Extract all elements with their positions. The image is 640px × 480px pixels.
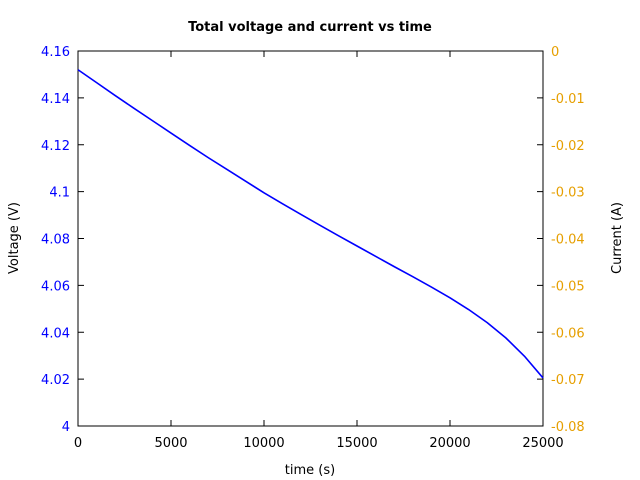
y2-tick-label: -0.02 (551, 139, 585, 154)
plot-frame (77, 50, 544, 427)
x-axis: 0 5000 10000 15000 20000 25000 (74, 51, 564, 451)
y-axis-label: Voltage (V) (7, 202, 22, 274)
x-tick-label: 20000 (429, 436, 470, 451)
y2-axis-label: Current (A) (610, 202, 625, 274)
y-tick-label: 4 (62, 420, 70, 435)
y-tick-label: 4.04 (41, 326, 70, 341)
y-tick-label: 4.14 (41, 92, 70, 107)
y-tick-label: 4.08 (41, 233, 70, 248)
x-tick-label: 15000 (336, 436, 377, 451)
y2-tick-label: -0.01 (551, 92, 585, 107)
y2-tick-label: -0.05 (551, 279, 585, 294)
y-tick-label: 4.06 (41, 279, 70, 294)
x-tick-label: 25000 (522, 436, 563, 451)
y-axis-left: 4 4.02 4.04 4.06 4.08 4.1 4.12 4.14 4.16 (41, 45, 84, 435)
y-axis-right: -0.08 -0.07 -0.06 -0.05 -0.04 -0.03 -0.02 -0.01… (537, 45, 585, 435)
y-tick-label: 4.16 (41, 45, 70, 60)
x-tick-label: 0 (74, 436, 82, 451)
series-layer (77, 69, 544, 379)
y2-tick-label: -0.06 (551, 326, 585, 341)
y-tick-label: 4.02 (41, 373, 70, 388)
y2-tick-label: 0 (551, 45, 559, 60)
y2-tick-label: -0.04 (551, 233, 585, 248)
x-axis-label: time (s) (285, 463, 335, 478)
voltage-line (77, 69, 544, 379)
y2-tick-label: -0.08 (551, 420, 585, 435)
x-tick-label: 10000 (243, 436, 284, 451)
chart-title: Total voltage and current vs time (188, 20, 432, 35)
x-tick-label: 5000 (154, 436, 187, 451)
plot-area (77, 50, 544, 427)
y2-tick-label: -0.07 (551, 373, 585, 388)
y2-tick-label: -0.03 (551, 186, 585, 201)
y-tick-label: 4.12 (41, 139, 70, 154)
y-tick-label: 4.1 (49, 186, 70, 201)
